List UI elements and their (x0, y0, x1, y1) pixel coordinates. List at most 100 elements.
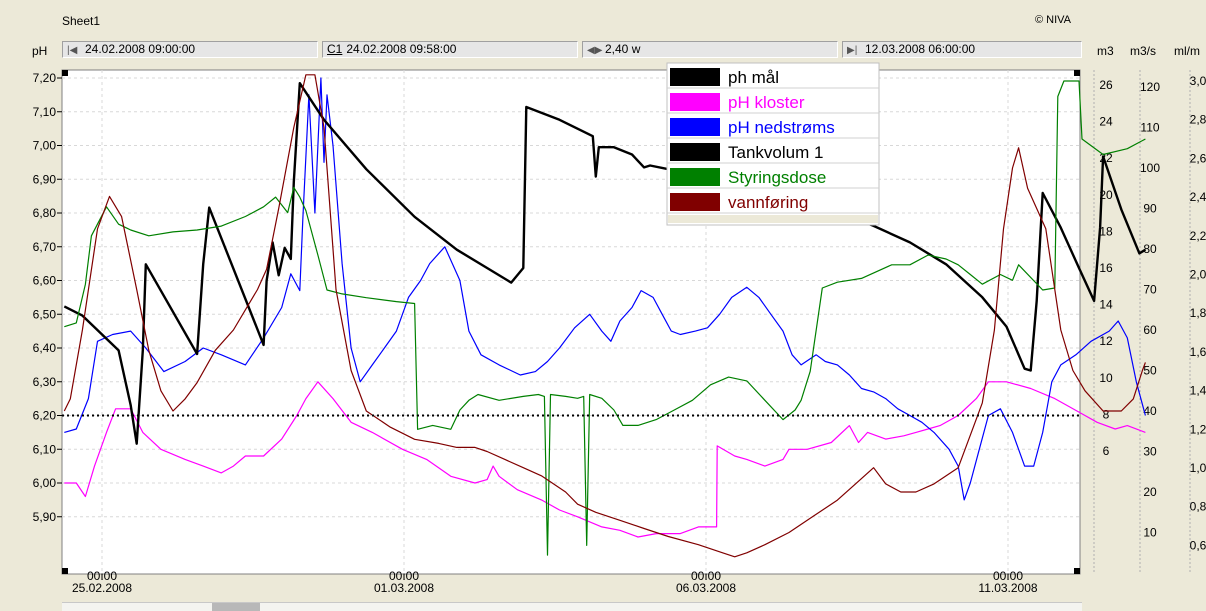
m3-tick-label: 14 (1099, 298, 1113, 312)
cursor-time-field[interactable]: C1 24.02.2008 09:58:00 (322, 41, 578, 58)
mlm-tick-label: 1,8 (1190, 306, 1206, 320)
ph-tick-label: 6,50 (33, 307, 57, 321)
ph-tick-label: 6,40 (33, 341, 57, 355)
start-time-field[interactable]: |◀ 24.02.2008 09:00:00 (62, 41, 318, 58)
m3s-tick-label: 120 (1140, 80, 1160, 94)
m3-tick-label: 8 (1103, 407, 1110, 421)
m3s-tick-label: 60 (1143, 323, 1157, 337)
series-line-1 (64, 381, 1146, 538)
ph-tick-label: 7,00 (33, 139, 57, 153)
sheet-title: Sheet1 (62, 14, 101, 28)
mlm-tick-label: 0,6 (1190, 538, 1206, 552)
mlm-tick-label: 2,2 (1190, 229, 1206, 243)
m3s-tick-label: 30 (1143, 445, 1157, 459)
m3-tick-label: 10 (1099, 371, 1113, 385)
legend-label: ph mål (728, 68, 779, 87)
corner-handle[interactable] (1074, 568, 1080, 574)
cursor-label: C1 (327, 42, 343, 56)
x-tick-time: 00:00 (993, 569, 1023, 583)
ph-tick-label: 6,00 (33, 476, 57, 490)
corner-handle[interactable] (1074, 70, 1080, 76)
legend-label: Styringsdose (728, 168, 826, 187)
end-time-value: 12.03.2008 06:00:00 (865, 42, 976, 56)
m3-tick-label: 16 (1099, 261, 1113, 275)
time-scrollbar[interactable] (62, 602, 1082, 611)
mlm-tick-label: 2,4 (1190, 190, 1206, 204)
mlm-tick-label: 0,8 (1190, 500, 1206, 514)
legend: ph mål pH kloster pH nedstrøms Tankvolum 1 S… (666, 62, 880, 226)
series-line-4 (64, 80, 1146, 556)
ph-tick-label: 6,90 (33, 172, 57, 186)
mlm-tick-label: 1,2 (1190, 422, 1206, 436)
scrollbar-thumb[interactable] (212, 603, 260, 611)
ph-tick-label: 6,80 (33, 206, 57, 220)
series-line-5 (63, 74, 1146, 558)
end-time-field[interactable]: ▶| 12.03.2008 06:00:00 (842, 41, 1082, 58)
ph-axis-unit: pH (32, 44, 48, 58)
ph-tick-label: 5,90 (33, 510, 57, 524)
gridlines (62, 70, 1080, 574)
mlm-axis-unit: ml/m (1174, 44, 1200, 58)
m3-axis-unit: m3 (1097, 44, 1114, 58)
legend-label: Tankvolum 1 (728, 143, 823, 162)
m3-tick-label: 6 (1103, 444, 1110, 458)
skip-start-icon[interactable]: |◀ (67, 45, 78, 56)
legend-label: pH kloster (728, 93, 805, 112)
skip-end-icon[interactable]: ▶| (847, 45, 858, 56)
x-tick-label: 25.02.2008 (72, 581, 132, 595)
m3s-tick-label: 40 (1143, 404, 1157, 418)
m3s-tick-label: 110 (1140, 121, 1159, 135)
ph-tick-label: 7,20 (33, 71, 57, 85)
ph-tick-label: 6,60 (33, 274, 57, 288)
legend-swatch (670, 118, 720, 136)
ph-tick-label: 7,10 (33, 105, 57, 119)
m3s-tick-label: 50 (1143, 364, 1157, 378)
legend-scroll[interactable] (668, 215, 878, 223)
m3-tick-label: 18 (1099, 224, 1113, 238)
m3-tick-label: 26 (1099, 78, 1113, 92)
mlm-tick-label: 3,0 (1190, 74, 1206, 88)
cursor-time-value: 24.02.2008 09:58:00 (346, 42, 457, 56)
start-time-value: 24.02.2008 09:00:00 (85, 42, 196, 56)
legend-label: pH nedstrøms (728, 118, 835, 137)
series-line-2 (64, 77, 1146, 501)
span-arrows-icon[interactable]: ◀▶ (587, 45, 603, 56)
x-tick-label: 11.03.2008 (978, 581, 1037, 595)
legend-swatch (670, 93, 720, 111)
x-tick-time: 00:00 (691, 569, 721, 583)
mlm-tick-label: 2,0 (1190, 268, 1206, 282)
m3-tick-label: 24 (1099, 115, 1113, 129)
x-tick-time: 00:00 (87, 569, 117, 583)
m3s-tick-label: 90 (1143, 202, 1157, 216)
ph-tick-label: 6,70 (33, 240, 57, 254)
m3s-tick-label: 100 (1140, 161, 1160, 175)
ph-tick-label: 6,10 (33, 442, 57, 456)
legend-swatch (670, 68, 720, 86)
x-tick-label: 06.03.2008 (676, 581, 736, 595)
legend-swatch (670, 168, 720, 186)
m3s-tick-label: 20 (1143, 485, 1157, 499)
m3-tick-label: 12 (1099, 334, 1113, 348)
niva-brand: © NIVA (1035, 14, 1072, 26)
plot-area (61, 69, 1081, 575)
legend-swatch (670, 193, 720, 211)
m3s-tick-label: 80 (1143, 242, 1157, 256)
mlm-tick-label: 1,6 (1190, 345, 1206, 359)
time-span-field[interactable]: ◀▶ 2,40 w (582, 41, 838, 58)
mlm-tick-label: 1,4 (1190, 384, 1206, 398)
series-group (63, 74, 1147, 558)
legend-label: vannføring (728, 193, 808, 212)
mlm-tick-label: 2,6 (1190, 151, 1206, 165)
corner-handle[interactable] (62, 568, 68, 574)
ph-tick-label: 6,30 (33, 375, 57, 389)
corner-handle[interactable] (62, 70, 68, 76)
time-span-value: 2,40 w (605, 42, 641, 56)
m3s-tick-label: 70 (1143, 283, 1157, 297)
m3s-tick-label: 10 (1143, 526, 1157, 540)
mlm-tick-label: 1,0 (1190, 461, 1206, 475)
x-tick-label: 01.03.2008 (374, 581, 434, 595)
series-line-3 (63, 81, 1147, 445)
legend-swatch (670, 143, 720, 161)
ph-tick-label: 6,20 (33, 409, 57, 423)
